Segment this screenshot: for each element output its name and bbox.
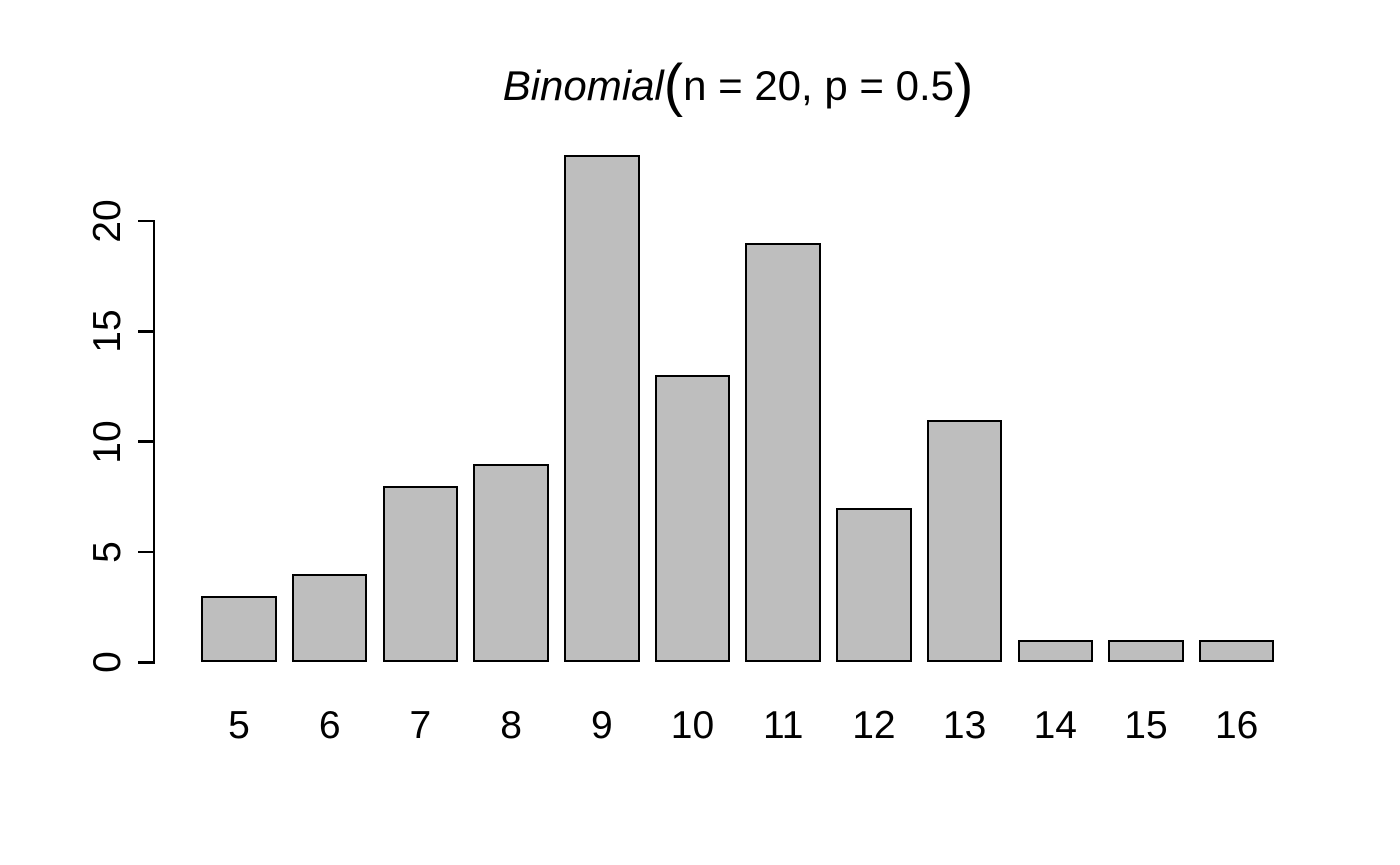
- x-tick-label: 15: [1124, 704, 1168, 747]
- y-tick-label: 10: [86, 419, 129, 464]
- y-axis-line: [152, 219, 155, 664]
- x-tick-label: 16: [1214, 704, 1259, 747]
- bar-x7: [382, 485, 459, 663]
- y-tick-label: 15: [86, 309, 129, 353]
- x-tick-label: 10: [670, 704, 715, 747]
- y-tick-label: 0: [86, 651, 129, 674]
- x-tick-label: 6: [318, 704, 341, 747]
- chart-title: Binomial(n = 20, p = 0.5): [201, 56, 1275, 116]
- bar-x10: [654, 375, 731, 663]
- bar-x13: [926, 419, 1003, 663]
- title-close-paren: ): [953, 53, 974, 118]
- y-tick-label: 20: [86, 199, 129, 243]
- bar-x14: [1017, 640, 1094, 663]
- bar-x6: [291, 574, 368, 663]
- bar-x11: [745, 242, 821, 663]
- bar-x12: [836, 507, 912, 663]
- bar-x8: [473, 463, 549, 663]
- x-tick-label: 12: [852, 704, 896, 747]
- x-tick-label: 9: [590, 704, 613, 747]
- y-tick-mark: [137, 550, 153, 554]
- title-function-name: Binomial: [502, 62, 664, 109]
- y-tick-mark: [137, 219, 153, 223]
- x-tick-label: 14: [1033, 704, 1077, 747]
- x-tick-label: 8: [500, 704, 522, 747]
- bar-x15: [1108, 640, 1184, 663]
- bar-x16: [1198, 640, 1275, 663]
- x-tick-label: 13: [942, 704, 987, 747]
- y-tick-mark: [137, 440, 153, 443]
- x-tick-label: 11: [762, 704, 804, 747]
- title-arguments: n = 20, p = 0.5: [683, 62, 954, 109]
- bar-x5: [201, 596, 277, 663]
- title-open-paren: (: [663, 53, 684, 118]
- y-tick-mark: [137, 330, 153, 333]
- y-tick-label: 5: [86, 541, 129, 563]
- bar-x9: [564, 154, 640, 663]
- x-tick-label: 7: [409, 704, 432, 747]
- y-tick-mark: [137, 661, 153, 664]
- x-tick-label: 5: [228, 704, 250, 747]
